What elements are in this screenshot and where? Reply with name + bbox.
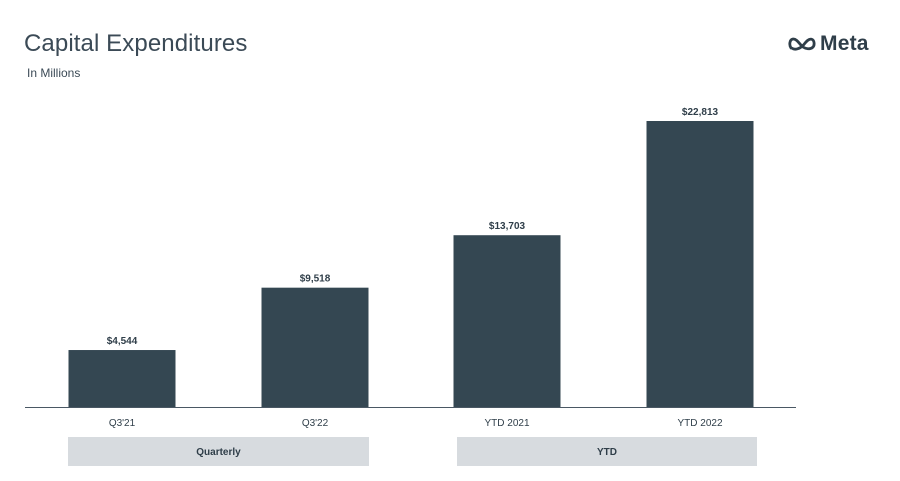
bar-4	[646, 121, 754, 407]
group-box-2	[457, 437, 757, 466]
page-title: Capital Expenditures	[24, 30, 248, 57]
value-label: $9,518	[300, 274, 331, 285]
group-box-1	[68, 437, 369, 466]
page-subtitle: In Millions	[27, 66, 81, 80]
x-tick-label: YTD 2021	[484, 418, 529, 429]
value-label: $22,813	[682, 107, 719, 118]
value-label: $13,703	[489, 221, 526, 232]
x-tick-label: YTD 2022	[677, 418, 722, 429]
bar-1	[68, 350, 176, 407]
bar-3	[453, 235, 561, 407]
meta-infinity-icon	[788, 37, 816, 51]
value-label: $4,544	[107, 336, 138, 347]
bar-2	[261, 287, 369, 407]
x-tick-label: Q3'21	[109, 418, 136, 429]
meta-logo: Meta	[788, 32, 869, 56]
brand-name: Meta	[820, 32, 869, 55]
group-label: Quarterly	[196, 447, 241, 458]
x-tick-label: Q3'22	[302, 418, 329, 429]
group-label: YTD	[597, 447, 617, 458]
